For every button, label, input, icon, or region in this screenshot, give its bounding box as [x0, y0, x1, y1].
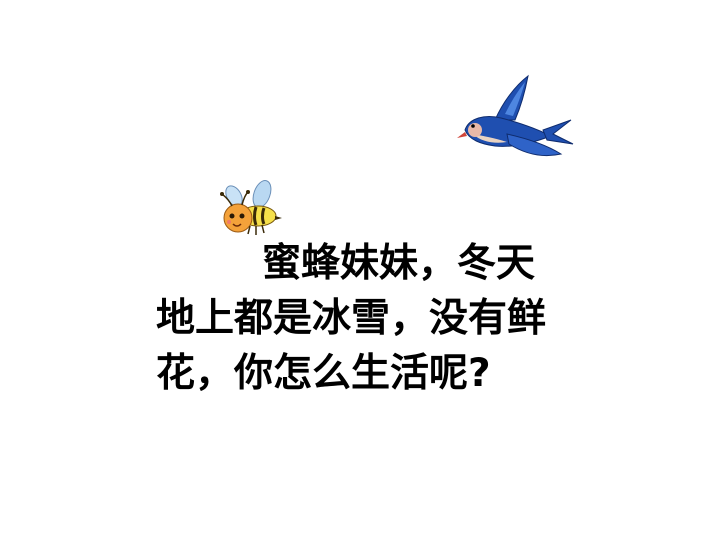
- bee-wing-back: [252, 180, 272, 208]
- bee-head: [223, 203, 253, 233]
- dialogue-line-1: 蜜蜂妹妹，冬天: [262, 241, 536, 286]
- swallow-face: [468, 123, 482, 137]
- swallow-beak: [457, 132, 467, 138]
- bee-cheek: [227, 220, 231, 224]
- dialogue-line-2: 地上都是冰雪，没有鲜: [156, 296, 547, 341]
- bee-stripe-2: [261, 207, 266, 225]
- dialogue-text: 蜜蜂妹妹，冬天 地上都是冰雪，没有鲜 花，你怎么生活呢?: [156, 236, 616, 401]
- bee-antenna-right: [241, 191, 249, 206]
- bee-stripe-1: [253, 206, 258, 226]
- swallow-upper-wing: [494, 74, 529, 121]
- swallow-icon: [457, 74, 574, 157]
- bee-eye-right: [239, 213, 245, 219]
- swallow-eye: [471, 124, 475, 128]
- swallow-belly: [473, 134, 507, 143]
- bee-antenna-tip-right: [246, 190, 250, 194]
- swallow-upper-wing-highlight: [505, 82, 525, 116]
- bee-legs: [247, 224, 265, 235]
- bee-stinger: [275, 216, 282, 220]
- bee-mouth: [232, 223, 242, 227]
- bee-icon: [220, 180, 282, 235]
- swallow-tail: [542, 119, 574, 145]
- bee-eye-left: [229, 213, 235, 219]
- bee-antenna-tip-left: [220, 192, 224, 196]
- swallow-lower-wing: [506, 133, 563, 157]
- dialogue-line-3: 花，你怎么生活呢?: [156, 351, 491, 396]
